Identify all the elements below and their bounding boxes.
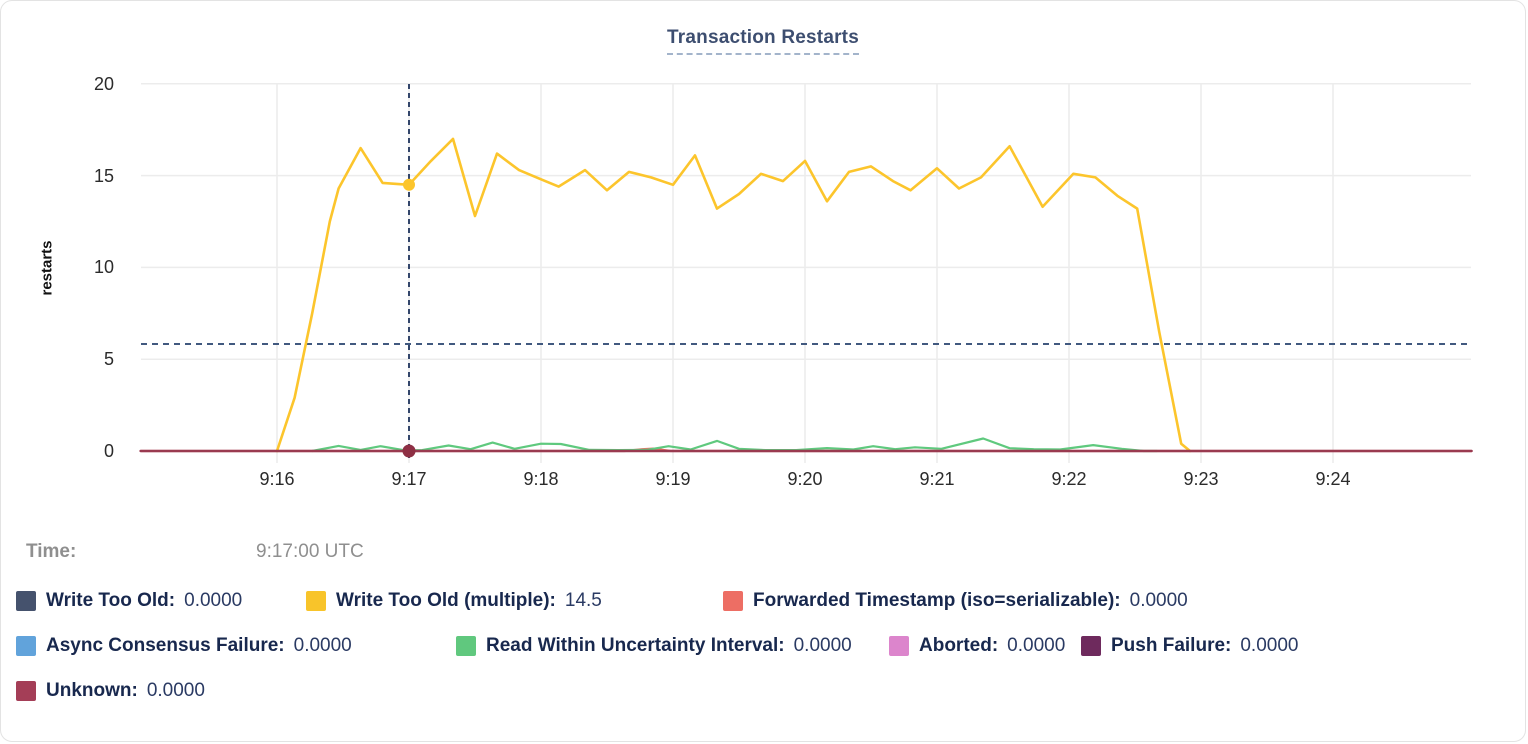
legend-item-label: Push Failure:	[1111, 635, 1232, 656]
x-tick-label: 9:16	[259, 469, 295, 489]
legend-color-swatch	[16, 681, 36, 701]
y-tick-label: 15	[93, 165, 114, 186]
legend: Write Too Old: 0.0000 Write Too Old (multi…	[16, 587, 1510, 722]
legend-item-label: Forwarded Timestamp (iso=serializable):	[753, 590, 1121, 611]
y-tick-label: 5	[103, 349, 114, 370]
legend-item-value: 0.0000	[184, 590, 243, 611]
legend-item-label: Write Too Old:	[46, 590, 176, 611]
x-tick-label: 9:23	[1183, 469, 1219, 489]
legend-item-value: 0.0000	[793, 635, 852, 656]
line-chart[interactable]	[1, 1, 1526, 531]
legend-item: Write Too Old (multiple): 14.5	[306, 590, 723, 612]
hover-dot	[402, 444, 416, 458]
x-tick-label: 9:22	[1051, 469, 1087, 489]
legend-item: Async Consensus Failure: 0.0000	[16, 635, 456, 657]
legend-color-swatch	[889, 636, 909, 656]
legend-item-value: 0.0000	[1240, 635, 1299, 656]
legend-item: Push Failure: 0.0000	[1081, 635, 1298, 657]
legend-item-label: Write Too Old (multiple):	[336, 590, 556, 611]
y-tick-label: 10	[93, 257, 114, 278]
legend-row: Unknown: 0.0000	[16, 677, 1510, 705]
legend-color-swatch	[1081, 636, 1101, 656]
legend-color-swatch	[456, 636, 476, 656]
legend-item-value: 14.5	[564, 590, 602, 611]
legend-item: Write Too Old: 0.0000	[16, 590, 306, 612]
time-label: Time:	[26, 541, 77, 562]
legend-item-label: Async Consensus Failure:	[46, 635, 285, 656]
legend-item-value: 0.0000	[146, 680, 205, 701]
chart-title[interactable]: Transaction Restarts	[667, 27, 859, 55]
x-tick-label: 9:20	[787, 469, 823, 489]
x-tick-label: 9:24	[1315, 469, 1351, 489]
legend-item: Aborted: 0.0000	[889, 635, 1081, 657]
x-tick-label: 9:18	[523, 469, 559, 489]
legend-color-swatch	[306, 591, 326, 611]
hover-time-row: Time: 9:17:00 UTC	[1, 541, 1525, 567]
legend-item: Forwarded Timestamp (iso=serializable): 0…	[723, 590, 1188, 612]
y-tick-label: 20	[93, 73, 114, 94]
legend-item: Unknown: 0.0000	[16, 680, 205, 702]
time-value: 9:17:00 UTC	[256, 541, 364, 562]
chart-header: Transaction Restarts	[1, 27, 1525, 55]
legend-item-label: Aborted:	[919, 635, 999, 656]
legend-item: Read Within Uncertainty Interval: 0.0000	[456, 635, 889, 657]
legend-item-value: 0.0000	[1007, 635, 1066, 656]
legend-color-swatch	[16, 591, 36, 611]
legend-item-label: Unknown:	[46, 680, 138, 701]
legend-item-label: Read Within Uncertainty Interval:	[486, 635, 785, 656]
legend-row: Write Too Old: 0.0000 Write Too Old (multi…	[16, 587, 1510, 615]
legend-row: Async Consensus Failure: 0.0000 Read Withi…	[16, 632, 1510, 660]
x-tick-label: 9:19	[655, 469, 691, 489]
y-axis-title: restarts	[38, 240, 56, 296]
legend-color-swatch	[16, 636, 36, 656]
series-line	[311, 437, 1159, 453]
legend-item-value: 0.0000	[1129, 590, 1188, 611]
hover-dot	[403, 178, 415, 191]
y-tick-label: 0	[103, 441, 114, 461]
legend-color-swatch	[723, 591, 743, 611]
legend-item-value: 0.0000	[293, 635, 352, 656]
x-tick-label: 9:17	[391, 469, 427, 489]
x-tick-label: 9:21	[919, 469, 955, 489]
